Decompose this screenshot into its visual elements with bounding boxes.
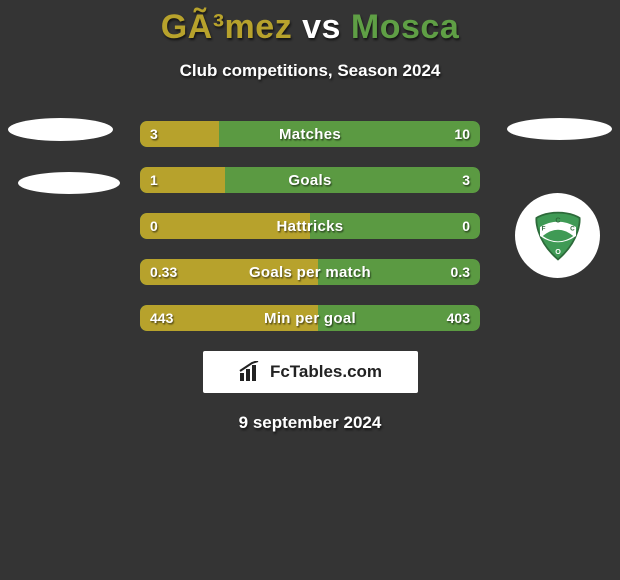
vs-label: vs [292, 8, 351, 46]
player2-avatar-placeholder [507, 118, 612, 140]
player1-club-placeholder [18, 172, 120, 194]
stat-bars: 310Matches 13Goals 00Hattricks 0.330.3Goals… [140, 121, 480, 331]
stat-label: Goals [140, 167, 480, 193]
brand-label: FcTables.com [270, 362, 382, 382]
stat-row: 00Hattricks [140, 213, 480, 239]
date-label: 9 september 2024 [0, 413, 620, 433]
stat-label: Hattricks [140, 213, 480, 239]
svg-text:C: C [555, 215, 560, 224]
player2-name: Mosca [351, 8, 459, 46]
stat-row: 13Goals [140, 167, 480, 193]
page-title: GÃ³mez vs Mosca [0, 0, 620, 47]
stat-row: 0.330.3Goals per match [140, 259, 480, 285]
player1-name: GÃ³mez [161, 8, 292, 46]
player2-club-badge: C F C O [515, 193, 600, 278]
svg-text:O: O [555, 247, 561, 256]
player1-avatar-placeholder [8, 118, 113, 141]
subtitle: Club competitions, Season 2024 [0, 61, 620, 81]
shield-icon: C F C O [531, 209, 585, 263]
stat-label: Goals per match [140, 259, 480, 285]
stats-area: C F C O 310Matches 13Goals 00Hattricks 0.33… [0, 121, 620, 331]
svg-text:F: F [541, 225, 545, 232]
stat-row: 443403Min per goal [140, 305, 480, 331]
svg-text:C: C [570, 225, 575, 232]
brand-box[interactable]: FcTables.com [203, 351, 418, 393]
stat-label: Min per goal [140, 305, 480, 331]
stat-row: 310Matches [140, 121, 480, 147]
stat-label: Matches [140, 121, 480, 147]
chart-icon [238, 361, 264, 383]
